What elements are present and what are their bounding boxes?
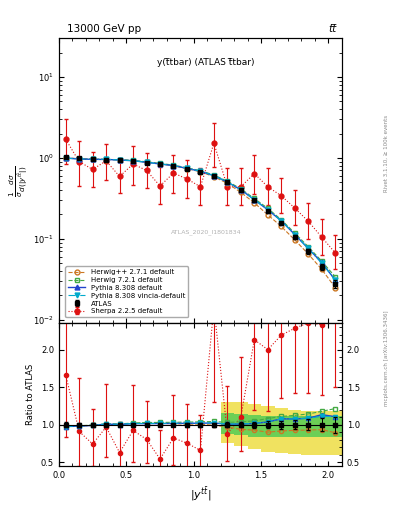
- Herwig++ 2.7.1 default: [144, 159, 149, 165]
- Line: Pythia 8.308 default: Pythia 8.308 default: [63, 156, 338, 283]
- Text: mcplots.cern.ch [arXiv:1306.3436]: mcplots.cern.ch [arXiv:1306.3436]: [384, 311, 389, 406]
- Text: Rivet 3.1.10, ≥ 100k events: Rivet 3.1.10, ≥ 100k events: [384, 115, 389, 192]
- Herwig 7.2.1 default: [333, 273, 338, 280]
- Pythia 8.308 default: [198, 168, 203, 175]
- Herwig 7.2.1 default: [279, 217, 284, 223]
- Pythia 8.308 vincia-default: [117, 157, 122, 163]
- Line: Pythia 8.308 vincia-default: Pythia 8.308 vincia-default: [63, 156, 338, 283]
- Herwig++ 2.7.1 default: [77, 156, 81, 162]
- Pythia 8.308 default: [131, 158, 136, 164]
- Herwig++ 2.7.1 default: [171, 163, 176, 169]
- Herwig 7.2.1 default: [158, 160, 162, 166]
- Pythia 8.308 default: [239, 187, 243, 193]
- Line: Herwig 7.2.1 default: Herwig 7.2.1 default: [63, 156, 338, 279]
- Pythia 8.308 default: [117, 157, 122, 163]
- Herwig++ 2.7.1 default: [265, 212, 270, 218]
- Herwig 7.2.1 default: [77, 156, 81, 162]
- Herwig 7.2.1 default: [306, 244, 310, 250]
- Text: 13000 GeV pp: 13000 GeV pp: [68, 24, 141, 34]
- Pythia 8.308 vincia-default: [63, 155, 68, 161]
- Herwig 7.2.1 default: [211, 172, 216, 178]
- Text: tt̅: tt̅: [328, 24, 336, 34]
- Pythia 8.308 default: [144, 159, 149, 165]
- Pythia 8.308 default: [333, 277, 338, 283]
- Pythia 8.308 default: [265, 207, 270, 213]
- Herwig++ 2.7.1 default: [63, 155, 68, 161]
- Herwig 7.2.1 default: [144, 159, 149, 165]
- Herwig++ 2.7.1 default: [239, 189, 243, 196]
- Pythia 8.308 vincia-default: [225, 179, 230, 185]
- Herwig 7.2.1 default: [292, 230, 297, 236]
- Pythia 8.308 vincia-default: [211, 173, 216, 179]
- Herwig++ 2.7.1 default: [131, 158, 136, 164]
- Pythia 8.308 default: [158, 161, 162, 167]
- Y-axis label: Ratio to ATLAS: Ratio to ATLAS: [26, 364, 35, 425]
- Pythia 8.308 default: [211, 173, 216, 179]
- Herwig++ 2.7.1 default: [292, 237, 297, 243]
- Pythia 8.308 vincia-default: [131, 158, 136, 164]
- Herwig 7.2.1 default: [185, 165, 189, 171]
- Herwig++ 2.7.1 default: [198, 168, 203, 175]
- Herwig++ 2.7.1 default: [279, 223, 284, 229]
- Pythia 8.308 default: [185, 165, 189, 172]
- Herwig 7.2.1 default: [265, 205, 270, 211]
- Herwig++ 2.7.1 default: [211, 174, 216, 180]
- Pythia 8.308 default: [104, 156, 108, 162]
- Herwig 7.2.1 default: [117, 157, 122, 163]
- Pythia 8.308 vincia-default: [306, 245, 310, 251]
- Pythia 8.308 vincia-default: [185, 165, 189, 172]
- Pythia 8.308 vincia-default: [320, 260, 324, 266]
- Pythia 8.308 default: [320, 260, 324, 266]
- Herwig 7.2.1 default: [198, 167, 203, 174]
- Pythia 8.308 default: [252, 197, 257, 203]
- Herwig 7.2.1 default: [63, 155, 68, 161]
- Herwig++ 2.7.1 default: [90, 156, 95, 162]
- Pythia 8.308 vincia-default: [144, 159, 149, 165]
- Text: ATLAS_2020_I1801834: ATLAS_2020_I1801834: [171, 229, 241, 235]
- Text: y(t̅tbar) (ATLAS t̅tbar): y(t̅tbar) (ATLAS t̅tbar): [157, 58, 255, 68]
- Line: Herwig++ 2.7.1 default: Herwig++ 2.7.1 default: [63, 155, 338, 290]
- Herwig 7.2.1 default: [320, 258, 324, 264]
- Herwig 7.2.1 default: [252, 196, 257, 202]
- Pythia 8.308 vincia-default: [158, 161, 162, 167]
- Pythia 8.308 vincia-default: [239, 187, 243, 193]
- Herwig 7.2.1 default: [171, 162, 176, 168]
- Herwig++ 2.7.1 default: [117, 157, 122, 163]
- Herwig++ 2.7.1 default: [225, 180, 230, 186]
- Pythia 8.308 default: [90, 156, 95, 162]
- Pythia 8.308 default: [306, 245, 310, 251]
- Herwig++ 2.7.1 default: [158, 161, 162, 167]
- Pythia 8.308 default: [63, 155, 68, 161]
- Herwig 7.2.1 default: [90, 156, 95, 162]
- Pythia 8.308 vincia-default: [77, 156, 81, 162]
- Pythia 8.308 vincia-default: [333, 277, 338, 283]
- Pythia 8.308 default: [77, 156, 81, 162]
- Pythia 8.308 default: [279, 218, 284, 224]
- Y-axis label: $\frac{1}{\sigma}\frac{d\sigma}{d(|y^{t\bar{t}}|)}$: $\frac{1}{\sigma}\frac{d\sigma}{d(|y^{t\…: [8, 165, 31, 197]
- Pythia 8.308 vincia-default: [292, 231, 297, 238]
- Pythia 8.308 vincia-default: [252, 197, 257, 203]
- X-axis label: $|y^{t\bar{t}}|$: $|y^{t\bar{t}}|$: [190, 485, 211, 503]
- Herwig 7.2.1 default: [239, 186, 243, 192]
- Pythia 8.308 vincia-default: [198, 168, 203, 174]
- Legend: Herwig++ 2.7.1 default, Herwig 7.2.1 default, Pythia 8.308 default, Pythia 8.308: Herwig++ 2.7.1 default, Herwig 7.2.1 def…: [65, 266, 188, 317]
- Pythia 8.308 vincia-default: [279, 218, 284, 224]
- Herwig 7.2.1 default: [104, 156, 108, 162]
- Pythia 8.308 vincia-default: [171, 162, 176, 168]
- Pythia 8.308 vincia-default: [104, 156, 108, 162]
- Herwig++ 2.7.1 default: [306, 251, 310, 257]
- Herwig++ 2.7.1 default: [185, 166, 189, 172]
- Pythia 8.308 default: [292, 231, 297, 238]
- Herwig++ 2.7.1 default: [333, 285, 338, 291]
- Herwig 7.2.1 default: [131, 157, 136, 163]
- Pythia 8.308 default: [171, 162, 176, 168]
- Herwig++ 2.7.1 default: [252, 200, 257, 206]
- Herwig 7.2.1 default: [225, 178, 230, 184]
- Herwig++ 2.7.1 default: [320, 266, 324, 272]
- Pythia 8.308 default: [225, 179, 230, 185]
- Herwig++ 2.7.1 default: [104, 157, 108, 163]
- Pythia 8.308 vincia-default: [90, 156, 95, 162]
- Pythia 8.308 vincia-default: [265, 207, 270, 213]
